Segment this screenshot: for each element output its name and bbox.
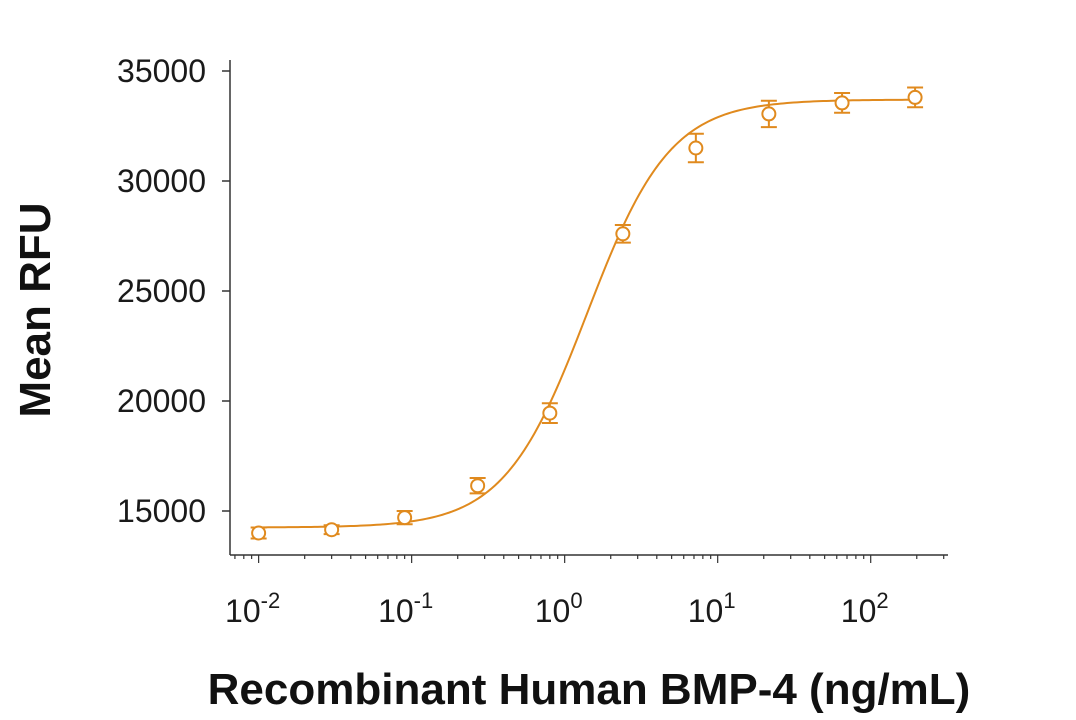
- x-tick-exponent: -2: [261, 588, 281, 613]
- x-tick-label: 10-2: [225, 588, 280, 629]
- x-tick-base: 10: [535, 593, 571, 629]
- data-points: [250, 86, 924, 541]
- data-point: [907, 86, 924, 109]
- y-axis-title: Mean RFU: [11, 202, 60, 417]
- point-marker: [761, 106, 777, 122]
- point-marker: [615, 226, 631, 242]
- point-marker: [470, 478, 486, 494]
- x-tick-label: 100: [535, 588, 583, 629]
- data-point: [614, 224, 631, 244]
- x-tick-label: 10-1: [378, 588, 433, 629]
- data-point: [250, 525, 267, 541]
- y-tick-label: 20000: [117, 383, 206, 419]
- x-tick-base: 10: [688, 593, 724, 629]
- point-marker: [907, 89, 923, 105]
- y-tick-label: 30000: [117, 163, 206, 199]
- y-tick-label: 35000: [117, 53, 206, 89]
- y-ticks: 15000 20000 25000 30000 35000: [117, 53, 230, 529]
- x-tick-label: 101: [688, 588, 736, 629]
- data-point: [687, 132, 704, 164]
- point-marker: [251, 525, 267, 541]
- x-tick-label: 102: [841, 588, 889, 629]
- y-tick-label: 25000: [117, 273, 206, 309]
- x-tick-exponent: -1: [414, 588, 434, 613]
- x-tick-base: 10: [841, 593, 877, 629]
- point-marker: [542, 405, 558, 421]
- y-tick-label: 15000: [117, 493, 206, 529]
- x-axis-title: Recombinant Human BMP-4 (ng/mL): [208, 665, 971, 714]
- x-tick-exponent: 1: [723, 588, 735, 613]
- x-tick-base: 10: [378, 593, 414, 629]
- point-marker: [688, 140, 704, 156]
- point-marker: [397, 510, 413, 526]
- x-tick-exponent: 0: [570, 588, 582, 613]
- data-point: [323, 522, 340, 538]
- data-point: [834, 92, 851, 114]
- data-point: [760, 99, 777, 129]
- point-marker: [834, 95, 850, 111]
- fit-curve: [258, 98, 916, 529]
- data-point: [541, 402, 558, 424]
- data-point: [469, 477, 486, 495]
- x-tick-exponent: 2: [876, 588, 888, 613]
- point-marker: [324, 522, 340, 538]
- data-point: [396, 510, 413, 526]
- x-tick-base: 10: [225, 593, 261, 629]
- x-ticks: 10-2 10-1 100 101 102: [225, 555, 945, 629]
